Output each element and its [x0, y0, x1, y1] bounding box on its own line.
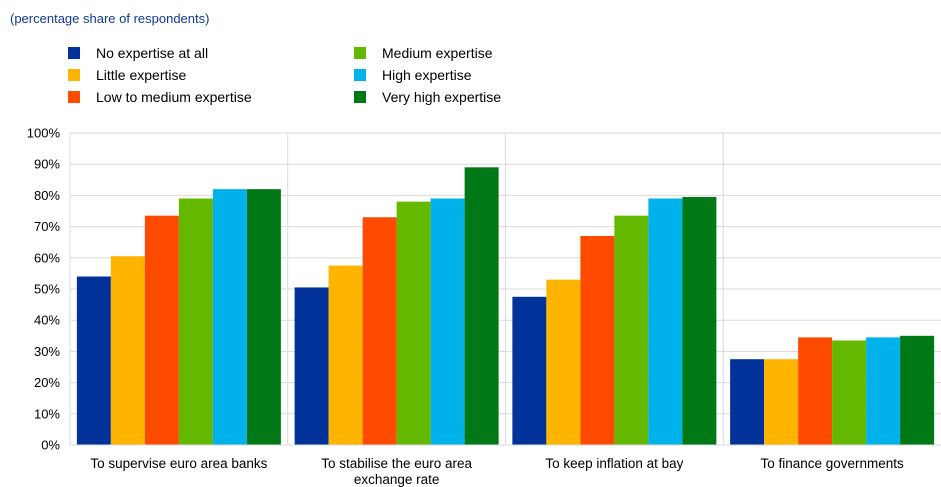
- bar: [430, 198, 465, 445]
- bar: [178, 198, 213, 445]
- bar: [832, 340, 867, 445]
- bar: [614, 215, 649, 445]
- bar: [900, 335, 935, 445]
- y-tick-label: 0%: [41, 438, 60, 453]
- x-category-label: To finance governments: [760, 456, 904, 471]
- bar: [866, 337, 901, 445]
- bar: [328, 265, 363, 445]
- bar: [396, 201, 431, 445]
- legend-swatch: [354, 91, 366, 103]
- y-tick-label: 90%: [34, 157, 60, 172]
- bar: [580, 235, 615, 445]
- legend-swatch: [354, 69, 366, 81]
- legend-item: Medium expertise: [354, 45, 493, 61]
- y-tick-label: 60%: [34, 250, 60, 265]
- legend-item: Low to medium expertise: [68, 89, 252, 105]
- bar: [110, 256, 145, 445]
- chart-subtitle: (percentage share of respondents): [10, 11, 210, 26]
- legend-swatch: [68, 69, 80, 81]
- legend-label: High expertise: [382, 67, 472, 83]
- y-tick-label: 40%: [34, 313, 60, 328]
- bar: [362, 217, 397, 445]
- legend-swatch: [68, 47, 80, 59]
- legend-label: Little expertise: [96, 67, 187, 83]
- legend-label: Medium expertise: [382, 45, 493, 61]
- bar: [464, 167, 499, 445]
- y-tick-label: 80%: [34, 188, 60, 203]
- x-category-label: exchange rate: [354, 472, 440, 487]
- bar: [246, 189, 281, 445]
- bar: [682, 196, 717, 445]
- legend-label: Very high expertise: [382, 89, 502, 105]
- legend-label: Low to medium expertise: [96, 89, 252, 105]
- legend-item: No expertise at all: [68, 45, 208, 61]
- bar: [512, 296, 547, 445]
- y-tick-label: 50%: [34, 282, 60, 297]
- y-tick-label: 30%: [34, 344, 60, 359]
- bar: [798, 337, 833, 445]
- bar: [212, 189, 247, 445]
- legend-item: Little expertise: [68, 67, 186, 83]
- y-tick-label: 70%: [34, 219, 60, 234]
- y-tick-label: 10%: [34, 406, 60, 421]
- legend-label: No expertise at all: [96, 45, 209, 61]
- bar: [144, 215, 179, 445]
- y-tick-label: 20%: [34, 375, 60, 390]
- bar: [730, 359, 765, 445]
- bar: [546, 279, 581, 445]
- x-category-label: To stabilise the euro area: [321, 456, 472, 471]
- x-category-label: To keep inflation at bay: [545, 456, 683, 471]
- bar: [764, 359, 799, 445]
- x-category-label: To supervise euro area banks: [90, 456, 267, 471]
- legend-swatch: [68, 91, 80, 103]
- bar: [648, 198, 683, 445]
- legend-item: High expertise: [354, 67, 472, 83]
- legend-item: Very high expertise: [354, 89, 501, 105]
- bar: [294, 287, 329, 445]
- y-tick-label: 100%: [27, 126, 61, 141]
- legend-swatch: [354, 47, 366, 59]
- bar: [76, 276, 111, 445]
